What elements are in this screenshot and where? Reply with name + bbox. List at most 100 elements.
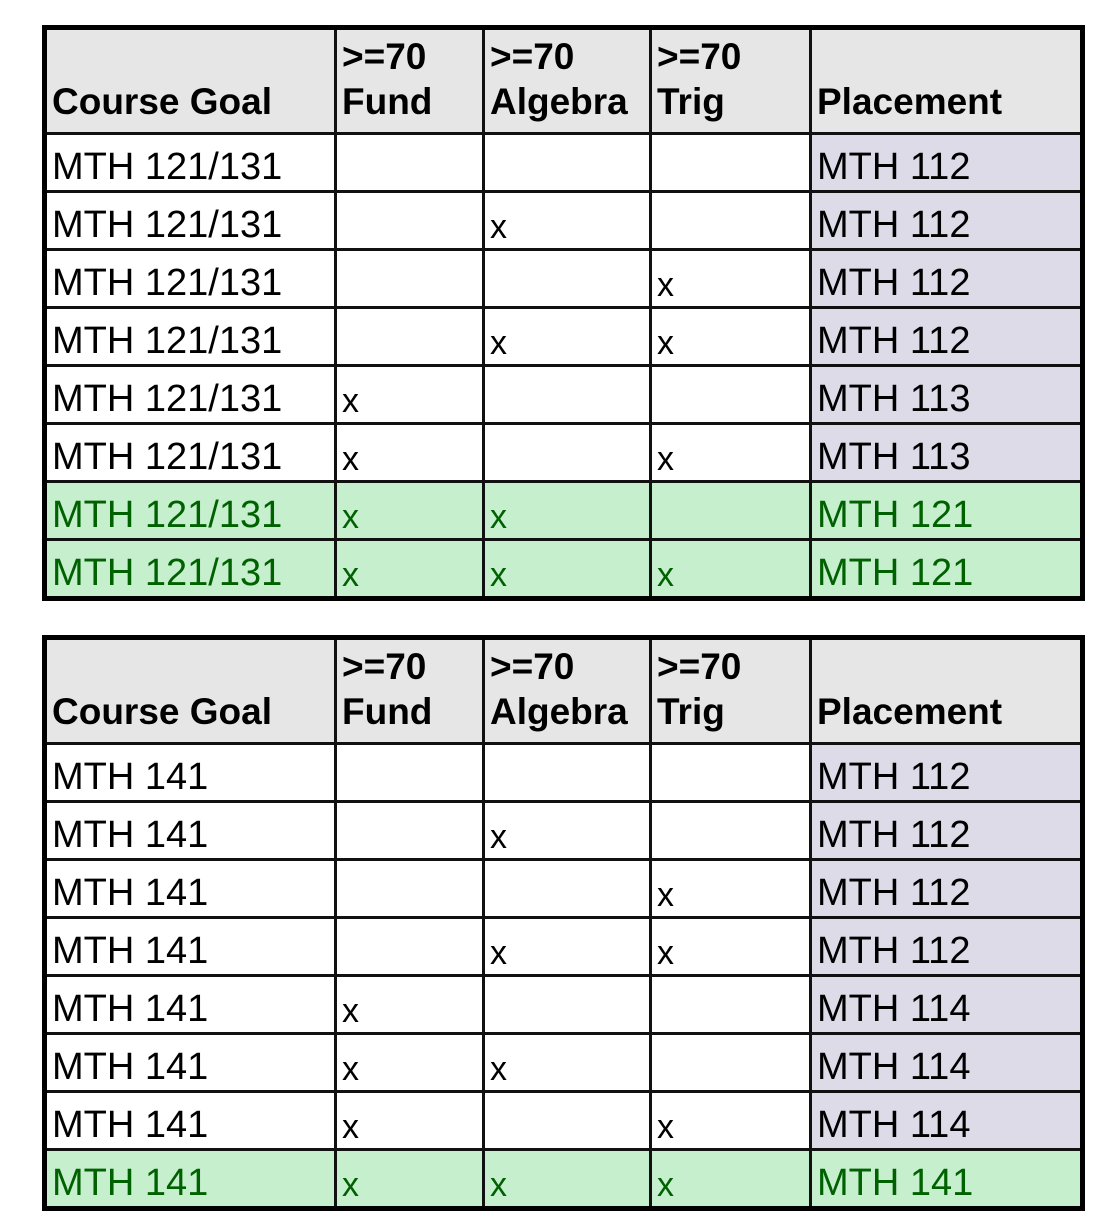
cell-algebra: x: [482, 538, 652, 600]
table-row: MTH 121/131 x MTH 112: [43, 248, 1084, 309]
header-fund: >=70 Fund: [334, 26, 485, 135]
cell-trig: [649, 742, 812, 803]
cell-algebra: x: [482, 1148, 652, 1210]
cell-placement: MTH 112: [809, 858, 1084, 919]
cell-fund: x: [334, 1032, 485, 1093]
table-row: MTH 141 x MTH 114: [43, 974, 1084, 1035]
cell-fund: x: [334, 538, 485, 600]
table-row: MTH 141 x x MTH 114: [43, 1090, 1084, 1151]
placement-table-mth121-131: Course Goal >=70 Fund >=70 Algebra >=70 Tri…: [42, 25, 1085, 601]
header-row: Course Goal >=70 Fund >=70 Algebra >=70 Tri…: [43, 636, 1084, 745]
cell-trig: [649, 974, 812, 1035]
cell-algebra: [482, 364, 652, 425]
cell-trig: x: [649, 858, 812, 919]
cell-placement: MTH 112: [809, 306, 1084, 367]
cell-course-goal: MTH 141: [43, 1032, 337, 1093]
table-row-highlighted: MTH 121/131 x x x MTH 121: [43, 538, 1084, 600]
cell-trig: [649, 190, 812, 251]
table-row: MTH 121/131 MTH 112: [43, 132, 1084, 193]
cell-placement: MTH 112: [809, 132, 1084, 193]
header-trig: >=70 Trig: [649, 636, 812, 745]
cell-placement: MTH 121: [809, 538, 1084, 600]
cell-placement: MTH 113: [809, 364, 1084, 425]
cell-course-goal: MTH 141: [43, 916, 337, 977]
cell-algebra: [482, 858, 652, 919]
cell-placement: MTH 121: [809, 480, 1084, 541]
cell-fund: [334, 190, 485, 251]
cell-trig: x: [649, 1090, 812, 1151]
cell-placement: MTH 112: [809, 742, 1084, 803]
cell-fund: [334, 248, 485, 309]
table-row: MTH 141 x MTH 112: [43, 858, 1084, 919]
cell-algebra: [482, 132, 652, 193]
cell-course-goal: MTH 121/131: [43, 306, 337, 367]
cell-algebra: x: [482, 800, 652, 861]
cell-course-goal: MTH 121/131: [43, 248, 337, 309]
cell-fund: x: [334, 422, 485, 483]
cell-trig: x: [649, 1148, 812, 1210]
header-trig: >=70 Trig: [649, 26, 812, 135]
cell-algebra: [482, 742, 652, 803]
cell-fund: x: [334, 364, 485, 425]
cell-placement: MTH 112: [809, 800, 1084, 861]
cell-trig: x: [649, 422, 812, 483]
table-row: MTH 121/131 x MTH 113: [43, 364, 1084, 425]
table-row: MTH 141 x MTH 112: [43, 800, 1084, 861]
cell-placement: MTH 114: [809, 1032, 1084, 1093]
header-course-goal: Course Goal: [43, 636, 337, 745]
cell-trig: [649, 800, 812, 861]
cell-trig: x: [649, 248, 812, 309]
cell-algebra: x: [482, 480, 652, 541]
cell-placement: MTH 113: [809, 422, 1084, 483]
placement-table-mth141: Course Goal >=70 Fund >=70 Algebra >=70 Tri…: [42, 635, 1085, 1211]
cell-algebra: x: [482, 190, 652, 251]
table-row: MTH 121/131 x x MTH 112: [43, 306, 1084, 367]
cell-course-goal: MTH 121/131: [43, 190, 337, 251]
cell-placement: MTH 112: [809, 248, 1084, 309]
cell-course-goal: MTH 121/131: [43, 364, 337, 425]
cell-trig: [649, 1032, 812, 1093]
header-algebra: >=70 Algebra: [482, 26, 652, 135]
cell-course-goal: MTH 141: [43, 742, 337, 803]
cell-algebra: x: [482, 306, 652, 367]
cell-course-goal: MTH 121/131: [43, 480, 337, 541]
cell-algebra: [482, 248, 652, 309]
header-row: Course Goal >=70 Fund >=70 Algebra >=70 Tri…: [43, 26, 1084, 135]
table-row: MTH 141 MTH 112: [43, 742, 1084, 803]
table-row-highlighted: MTH 121/131 x x MTH 121: [43, 480, 1084, 541]
cell-course-goal: MTH 141: [43, 974, 337, 1035]
cell-fund: [334, 132, 485, 193]
cell-fund: x: [334, 1148, 485, 1210]
header-course-goal: Course Goal: [43, 26, 337, 135]
cell-placement: MTH 112: [809, 190, 1084, 251]
table-row: MTH 141 x x MTH 112: [43, 916, 1084, 977]
cell-fund: [334, 916, 485, 977]
cell-fund: [334, 742, 485, 803]
cell-trig: x: [649, 538, 812, 600]
header-placement: Placement: [809, 636, 1084, 745]
cell-course-goal: MTH 141: [43, 858, 337, 919]
cell-fund: x: [334, 1090, 485, 1151]
cell-course-goal: MTH 121/131: [43, 132, 337, 193]
cell-fund: x: [334, 974, 485, 1035]
cell-course-goal: MTH 121/131: [43, 422, 337, 483]
cell-trig: [649, 480, 812, 541]
cell-course-goal: MTH 121/131: [43, 538, 337, 600]
cell-course-goal: MTH 141: [43, 800, 337, 861]
table-row: MTH 121/131 x MTH 112: [43, 190, 1084, 251]
table-row-highlighted: MTH 141 x x x MTH 141: [43, 1148, 1084, 1210]
cell-algebra: [482, 1090, 652, 1151]
cell-fund: [334, 306, 485, 367]
header-algebra: >=70 Algebra: [482, 636, 652, 745]
cell-fund: x: [334, 480, 485, 541]
table-row: MTH 121/131 x x MTH 113: [43, 422, 1084, 483]
cell-trig: [649, 364, 812, 425]
table-row: MTH 141 x x MTH 114: [43, 1032, 1084, 1093]
cell-course-goal: MTH 141: [43, 1090, 337, 1151]
cell-trig: x: [649, 306, 812, 367]
cell-placement: MTH 112: [809, 916, 1084, 977]
cell-algebra: [482, 974, 652, 1035]
cell-placement: MTH 114: [809, 974, 1084, 1035]
cell-placement: MTH 114: [809, 1090, 1084, 1151]
cell-trig: x: [649, 916, 812, 977]
